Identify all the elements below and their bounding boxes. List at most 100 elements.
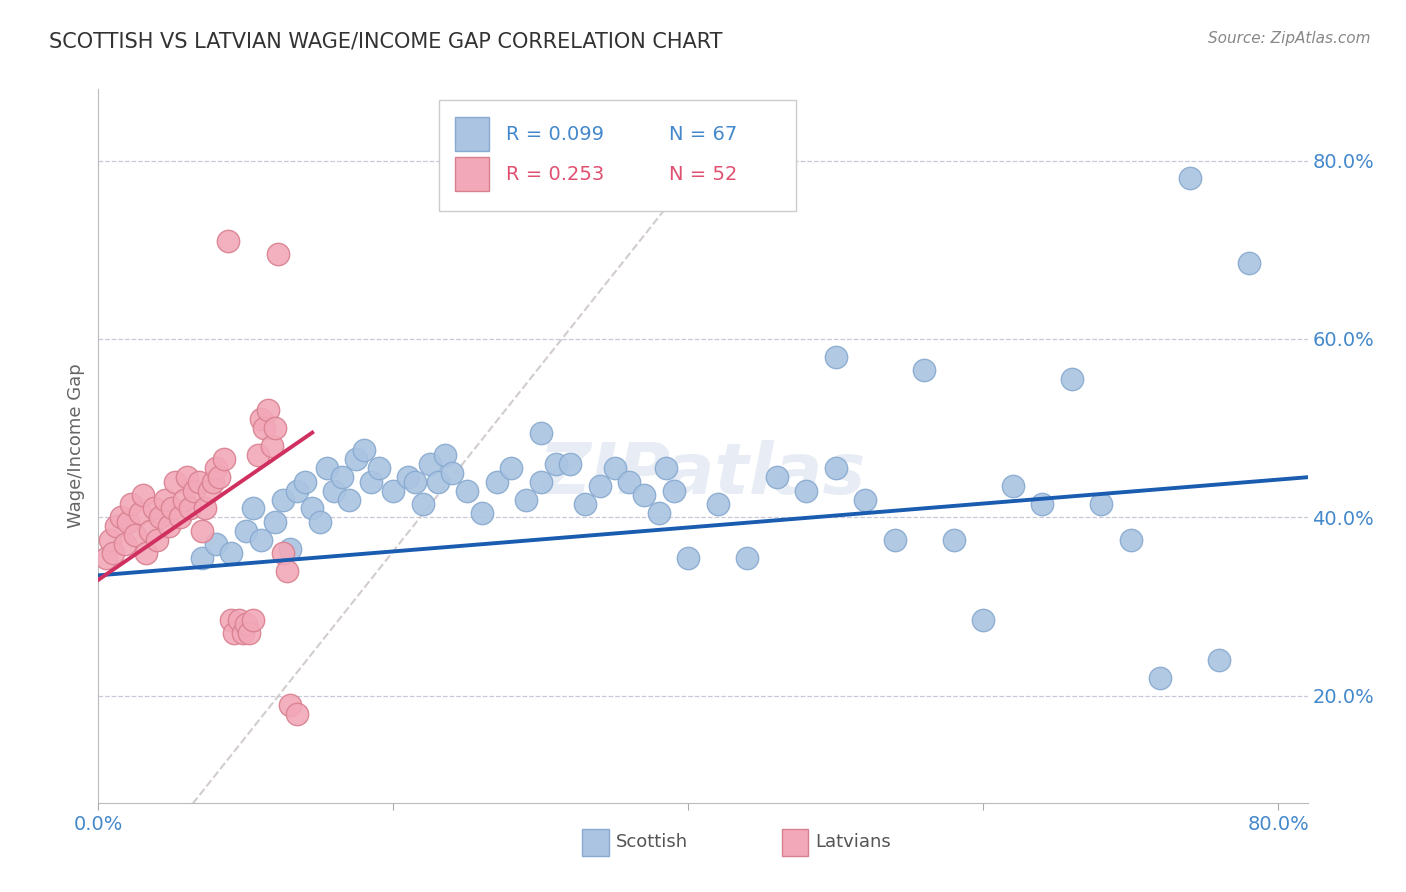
Point (257, 403, 280, 417)
Point (143, 501, 166, 516)
Point (149, 510, 172, 524)
Point (485, 475, 508, 489)
Text: N = 67: N = 67 (669, 125, 737, 144)
FancyBboxPatch shape (440, 100, 796, 211)
Point (98, 533, 121, 547)
Point (190, 550, 212, 565)
Point (765, 470, 787, 484)
FancyBboxPatch shape (456, 157, 489, 191)
Point (212, 452, 235, 467)
Point (157, 519, 180, 533)
Point (278, 541, 301, 556)
Point (824, 350, 846, 364)
Point (515, 492, 537, 507)
Point (222, 626, 245, 640)
Point (346, 452, 368, 467)
Point (382, 483, 405, 498)
Point (412, 497, 434, 511)
Point (603, 461, 626, 475)
Point (198, 483, 221, 498)
Point (187, 475, 209, 489)
Point (419, 457, 441, 471)
Point (205, 537, 228, 551)
Point (101, 546, 124, 560)
Point (264, 515, 287, 529)
Point (1031, 497, 1053, 511)
Point (1208, 653, 1230, 667)
Point (294, 475, 316, 489)
FancyBboxPatch shape (582, 830, 609, 856)
Point (249, 412, 271, 426)
Point (278, 698, 301, 712)
Point (396, 470, 419, 484)
Text: N = 52: N = 52 (669, 165, 738, 184)
Point (589, 479, 612, 493)
Point (560, 457, 582, 471)
Point (662, 483, 685, 498)
Point (219, 546, 242, 560)
Point (169, 510, 191, 524)
Point (131, 488, 153, 502)
Point (287, 706, 309, 721)
Point (330, 470, 353, 484)
Point (160, 501, 183, 516)
Point (308, 515, 330, 529)
Point (1119, 533, 1142, 547)
Point (353, 443, 375, 458)
Text: SCOTTISH VS LATVIAN WAGE/INCOME GAP CORRELATION CHART: SCOTTISH VS LATVIAN WAGE/INCOME GAP CORR… (49, 31, 723, 51)
Point (471, 506, 494, 520)
Point (262, 439, 284, 453)
Point (146, 533, 169, 547)
Point (1001, 479, 1024, 493)
Point (404, 475, 426, 489)
Point (1060, 372, 1083, 386)
Point (942, 533, 965, 547)
Point (153, 492, 176, 507)
Y-axis label: Wage/Income Gap: Wage/Income Gap (66, 364, 84, 528)
Point (1237, 256, 1260, 270)
Text: Latvians: Latvians (815, 833, 891, 851)
Point (853, 492, 876, 507)
Point (530, 475, 553, 489)
Point (316, 461, 339, 475)
Point (235, 617, 257, 632)
Text: Scottish: Scottish (616, 833, 688, 851)
Point (217, 234, 239, 248)
Point (120, 497, 142, 511)
Point (544, 457, 567, 471)
Point (165, 475, 187, 489)
Point (301, 501, 323, 516)
Point (267, 247, 290, 261)
Point (271, 546, 294, 560)
Point (135, 546, 157, 560)
Point (276, 564, 298, 578)
Point (202, 475, 225, 489)
Point (426, 475, 449, 489)
Point (456, 483, 478, 498)
Point (179, 501, 201, 516)
FancyBboxPatch shape (456, 117, 489, 152)
Point (323, 483, 346, 498)
Point (238, 626, 260, 640)
Point (114, 537, 136, 551)
Point (176, 470, 198, 484)
Point (824, 461, 846, 475)
Point (139, 524, 162, 538)
Point (117, 515, 139, 529)
Point (219, 613, 242, 627)
Point (706, 497, 728, 511)
Point (337, 492, 360, 507)
Point (648, 506, 671, 520)
Point (252, 421, 274, 435)
Text: ZIPatlas: ZIPatlas (540, 440, 866, 509)
Point (94, 550, 117, 565)
Point (105, 519, 128, 533)
Point (1178, 171, 1201, 186)
Point (367, 461, 389, 475)
Point (242, 613, 264, 627)
Point (110, 510, 132, 524)
Point (264, 421, 287, 435)
Text: Source: ZipAtlas.com: Source: ZipAtlas.com (1208, 31, 1371, 46)
Point (228, 613, 250, 627)
Point (574, 497, 596, 511)
